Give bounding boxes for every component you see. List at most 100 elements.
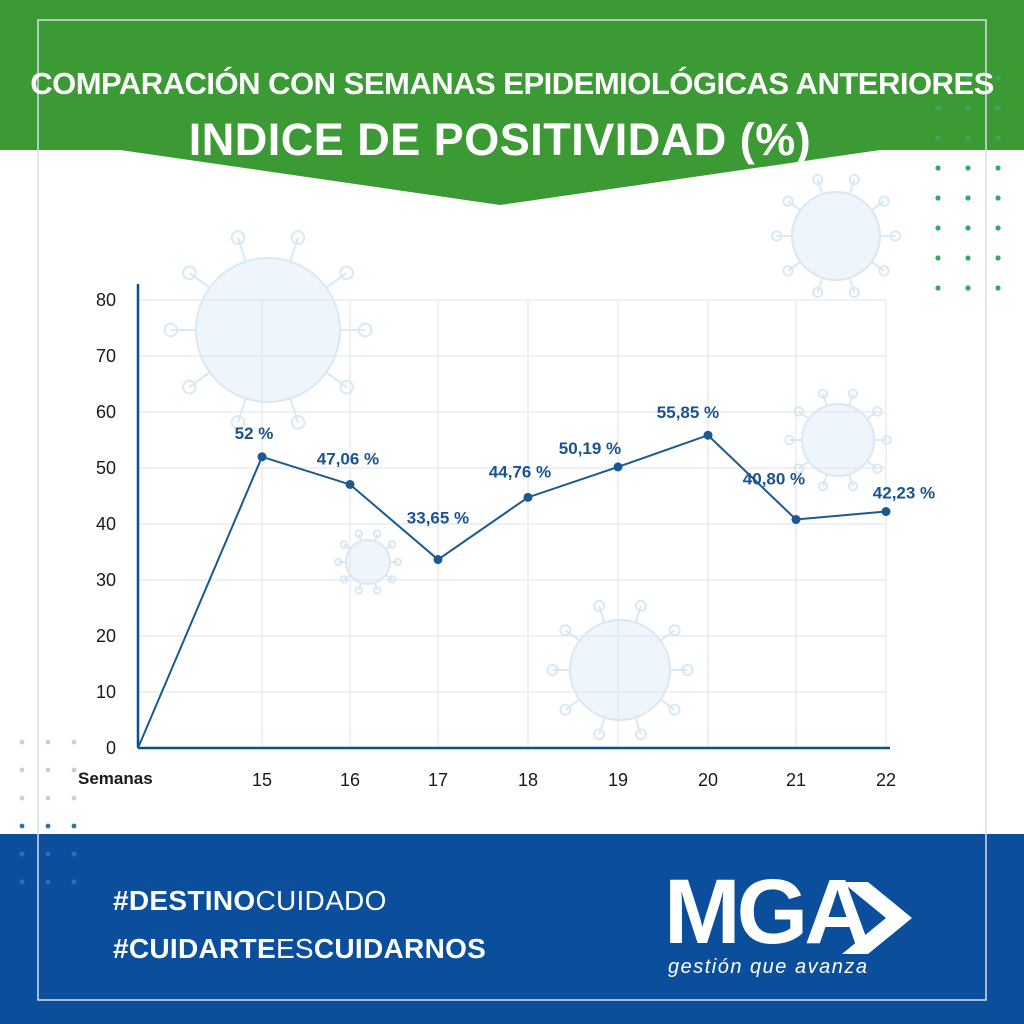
- virus-spike-tip: [354, 585, 364, 595]
- dot-green: [965, 135, 971, 141]
- x-tick-label: 21: [786, 770, 806, 790]
- virus-body: [791, 191, 881, 281]
- virus-spike: [237, 237, 247, 262]
- dot-green: [965, 75, 971, 81]
- virus-spike: [188, 272, 211, 289]
- virus-spike-tip: [357, 322, 373, 338]
- x-tick-label: 16: [340, 770, 360, 790]
- data-label: 50,19 %: [559, 439, 621, 458]
- virus-spike: [188, 371, 211, 388]
- virus-watermark-icon: [163, 173, 902, 741]
- dot-gray: [45, 767, 51, 773]
- dot-gray: [19, 767, 25, 773]
- dot-green: [965, 105, 971, 111]
- x-tick-label: 15: [252, 770, 272, 790]
- virus-spike-tip: [230, 415, 246, 430]
- virus-spike: [659, 698, 676, 711]
- virus-spike: [848, 473, 854, 487]
- chart-grid: [138, 299, 887, 748]
- virus-spike-tip: [848, 173, 860, 186]
- virus-spike-tip: [817, 388, 829, 399]
- virus-body: [345, 539, 391, 585]
- virus-spike-tip: [793, 406, 804, 417]
- virus-spike-tip: [333, 557, 343, 567]
- virus-spike-tip: [339, 265, 354, 281]
- virus-spike: [289, 398, 299, 423]
- virus-spike-tip: [163, 322, 179, 338]
- dot-green: [935, 165, 941, 171]
- data-point: [791, 515, 801, 525]
- y-tick-label: 70: [96, 346, 116, 366]
- dot-green: [965, 165, 971, 171]
- series-points: [257, 430, 891, 565]
- virus-spike-tip: [372, 529, 382, 539]
- brand-tagline: gestión que avanza: [668, 956, 869, 978]
- virus-spike: [866, 460, 878, 470]
- decorative-dots: [19, 75, 1001, 885]
- virus-spike-tip: [339, 379, 354, 395]
- x-tick-label: 19: [608, 770, 628, 790]
- virus-spike-tip: [812, 286, 824, 299]
- virus-spike-tip: [230, 230, 246, 245]
- dot-gray: [71, 767, 77, 773]
- virus-spike-tip: [372, 585, 382, 595]
- data-point: [881, 507, 891, 517]
- dot-gray: [19, 739, 25, 745]
- virus-spike: [848, 393, 854, 407]
- dot-gray: [71, 879, 77, 885]
- virus-spike-tip: [593, 599, 606, 612]
- virus-spike-tip: [182, 265, 197, 281]
- dot-gray: [71, 795, 77, 801]
- virus-spike: [634, 605, 642, 623]
- y-tick-label: 20: [96, 626, 116, 646]
- brand-logo-text: MGA: [664, 861, 871, 963]
- mga-arrow-logo-icon: [842, 882, 912, 954]
- y-tick-label: 10: [96, 682, 116, 702]
- virus-spike: [787, 200, 801, 211]
- dot-green: [935, 135, 941, 141]
- virus-spike: [822, 473, 828, 487]
- data-point: [703, 430, 713, 440]
- virus-spike-tip: [290, 415, 306, 430]
- virus-spike: [564, 629, 581, 642]
- hashtag1-light: CUIDADO: [255, 885, 387, 916]
- data-point: [345, 479, 355, 489]
- virus-spike-tip: [387, 540, 397, 549]
- dot-green: [995, 255, 1001, 261]
- virus-spike-tip: [782, 265, 794, 277]
- y-tick-label: 0: [106, 738, 116, 758]
- dot-green: [995, 75, 1001, 81]
- x-axis-title: Semanas: [78, 769, 153, 788]
- virus-spike: [564, 698, 581, 711]
- dot-green: [935, 255, 941, 261]
- inner-frame: [37, 19, 987, 1001]
- virus-spike-tip: [634, 728, 647, 741]
- y-tick-label: 50: [96, 458, 116, 478]
- virus-spike-tip: [559, 703, 572, 716]
- x-tick-label: 17: [428, 770, 448, 790]
- data-label: 42,23 %: [873, 484, 935, 503]
- virus-spike-tip: [681, 664, 694, 676]
- y-tick-label: 80: [96, 290, 116, 310]
- virus-spike: [798, 410, 810, 420]
- virus-spike: [659, 629, 676, 642]
- virus-body: [801, 403, 875, 477]
- hashtag-destino-cuidado: #DESTINOCUIDADO: [113, 885, 387, 917]
- dot-green: [965, 255, 971, 261]
- virus-spike: [871, 261, 885, 272]
- dot-gray: [19, 823, 25, 829]
- virus-spike-tip: [847, 388, 859, 399]
- virus-spike-tip: [634, 599, 647, 612]
- virus-spike: [798, 460, 810, 470]
- virus-spike-tip: [339, 575, 349, 584]
- header-banner: [0, 0, 1024, 205]
- hashtag2-part2: ES: [275, 933, 314, 964]
- dot-green: [995, 165, 1001, 171]
- virus-spike-tip: [290, 230, 306, 245]
- hashtag2-part3: CUIDARNOS: [313, 933, 487, 964]
- dot-green: [965, 225, 971, 231]
- virus-body: [195, 257, 341, 403]
- dot-green: [995, 195, 1001, 201]
- data-label: 44,76 %: [489, 462, 551, 481]
- virus-body: [569, 619, 671, 721]
